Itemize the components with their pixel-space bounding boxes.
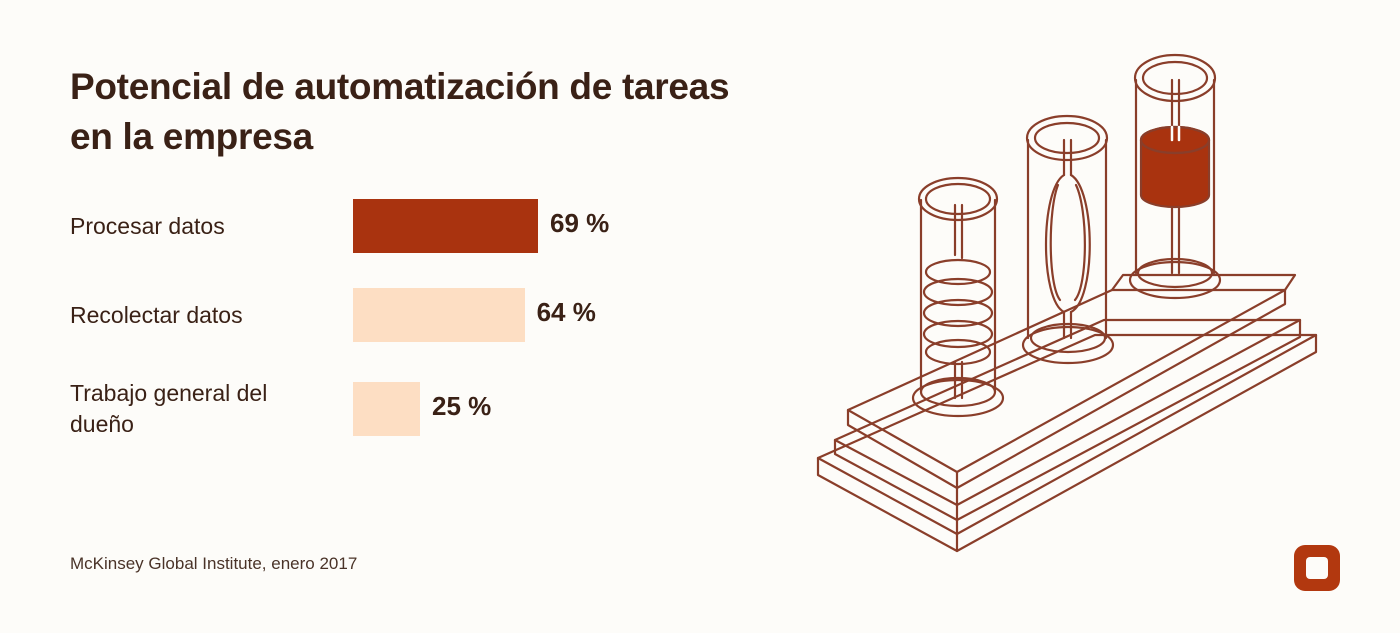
chart-title: Potencial de automatización de tareas en…	[70, 66, 730, 157]
bar-value-label: 69 %	[550, 208, 610, 238]
bar-value-label: 64 %	[536, 297, 596, 327]
base-platform	[816, 273, 1318, 553]
bar	[353, 199, 538, 253]
tube-loop	[1021, 114, 1115, 365]
bar-label: Procesar datos	[70, 213, 225, 239]
bar-label: Trabajo general del dueño	[70, 380, 268, 437]
bar-label: Recolectar datos	[70, 302, 243, 328]
tube-coil	[911, 176, 1005, 418]
bar	[353, 382, 421, 436]
brand-logo-icon	[1294, 545, 1340, 591]
source-note: McKinsey Global Institute, enero 2017	[70, 554, 358, 573]
bar	[353, 288, 525, 342]
test-tubes-illustration-icon	[816, 53, 1318, 553]
bar-value-label: 25 %	[432, 391, 492, 421]
tube-weight	[1128, 53, 1222, 300]
